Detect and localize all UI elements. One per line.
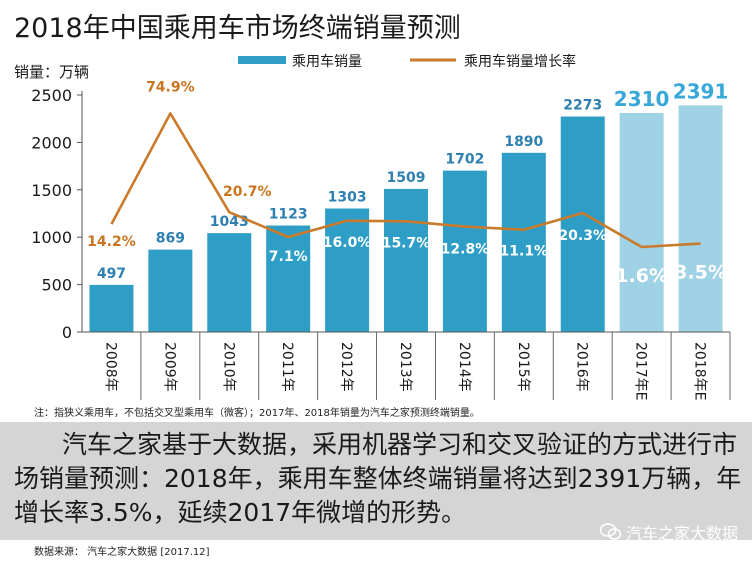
- growth-rate-label: 7.1%: [269, 249, 308, 265]
- watermark-text: 汽车之家大数据: [626, 524, 739, 543]
- bar: [501, 152, 546, 332]
- bar-value-label: 2391: [673, 79, 729, 103]
- bar-value-label: 1509: [387, 170, 426, 186]
- sales-chart: 销量：万辆 乘用车销量 乘用车销量增长率 0 500 1000 1500 2000 250…: [14, 53, 731, 400]
- growth-rate-label: 20.7%: [223, 184, 272, 200]
- y-tick-label: 2000: [31, 133, 72, 152]
- x-tick-label: 2015年: [515, 342, 531, 392]
- bar: [325, 208, 370, 332]
- bar-value-label: 1303: [328, 189, 367, 205]
- growth-rate-label: 74.9%: [146, 79, 195, 95]
- x-tick-label: 2013年: [397, 342, 413, 392]
- y-axis-label: 销量：万辆: [14, 63, 89, 81]
- growth-line: [110, 112, 701, 249]
- bar: [678, 105, 723, 333]
- legend-swatch-sales: [238, 56, 286, 64]
- bar-value-label: 497: [97, 266, 126, 282]
- x-tick-label: 2014年: [456, 342, 472, 392]
- bar: [619, 113, 664, 333]
- growth-rate-label: 3.5%: [674, 262, 727, 284]
- bar: [560, 116, 605, 333]
- page-title: 2018年中国乘用车市场终端销量预测: [14, 13, 461, 44]
- y-axis: 0 500 1000 1500 2000 2500: [31, 86, 83, 342]
- bar-value-label: 1043: [210, 214, 249, 230]
- bar-value-label: 1890: [504, 134, 543, 150]
- legend-label-growth: 乘用车销量增长率: [464, 53, 576, 70]
- x-tick-label: 2012年: [338, 342, 354, 392]
- bar: [442, 170, 487, 332]
- growth-rate-label: 16.0%: [323, 235, 372, 251]
- bar-value-label: 1123: [269, 207, 308, 223]
- y-tick-label: 0: [62, 323, 72, 342]
- bars: 497 869 1043 1123 1303 1509 1702 1890 2273 2310 23…: [89, 79, 729, 333]
- watermark: 汽车之家大数据: [599, 520, 739, 544]
- bar: [148, 249, 193, 332]
- growth-rate-label: 1.6%: [615, 265, 668, 287]
- x-tick-label: 2016年: [574, 342, 590, 392]
- growth-rate-label: 11.1%: [500, 244, 549, 260]
- bar: [384, 188, 428, 332]
- y-tick-label: 1500: [31, 181, 72, 200]
- wechat-icon: [599, 523, 622, 541]
- bar-value-label: 2273: [563, 98, 602, 114]
- x-tick-label: 2009年: [161, 342, 177, 392]
- data-source: 数据来源： 汽车之家大数据 [2017.12]: [34, 547, 210, 558]
- bar: [266, 225, 311, 332]
- growth-line-layer: 14.2% 74.9% 20.7% 7.1% 16.0% 15.7% 12.8% 11.1% 2…: [87, 79, 727, 287]
- bar-value-label: 2310: [614, 87, 670, 111]
- bar: [89, 284, 134, 332]
- x-tick-label: 2010年: [220, 342, 236, 392]
- x-tick-label: 2017年E: [633, 342, 649, 400]
- summary-text: 汽车之家基于大数据，采用机器学习和交叉验证的方式进行市场销量预测：2018年，乘…: [14, 430, 742, 527]
- summary-panel: [0, 422, 752, 540]
- bar-value-label: 1702: [445, 152, 484, 168]
- bar-value-label: 869: [156, 231, 185, 247]
- x-tick-label: 2018年E: [692, 342, 708, 400]
- growth-rate-label: 20.3%: [558, 228, 607, 244]
- y-tick-label: 2500: [31, 86, 72, 105]
- x-tick-label: 2011年: [279, 342, 295, 392]
- x-tick-label: 2008年: [102, 342, 118, 392]
- growth-rate-label: 12.8%: [441, 242, 490, 258]
- growth-rate-label: 14.2%: [87, 234, 136, 250]
- legend-label-sales: 乘用车销量: [292, 53, 362, 70]
- footnote: 注：指狭义乘用车，不包括交叉型乘用车（微客）；2017年、2018年销量为汽车之…: [34, 408, 480, 419]
- x-axis: 2008年 2009年 2010年 2011年 2012年 2013年 2014年 2015年…: [82, 331, 731, 400]
- bar: [207, 233, 252, 332]
- growth-rate-label: 15.7%: [382, 235, 431, 251]
- y-tick-label: 1000: [31, 228, 72, 247]
- legend: 乘用车销量 乘用车销量增长率: [238, 53, 576, 70]
- y-tick-label: 500: [41, 276, 72, 295]
